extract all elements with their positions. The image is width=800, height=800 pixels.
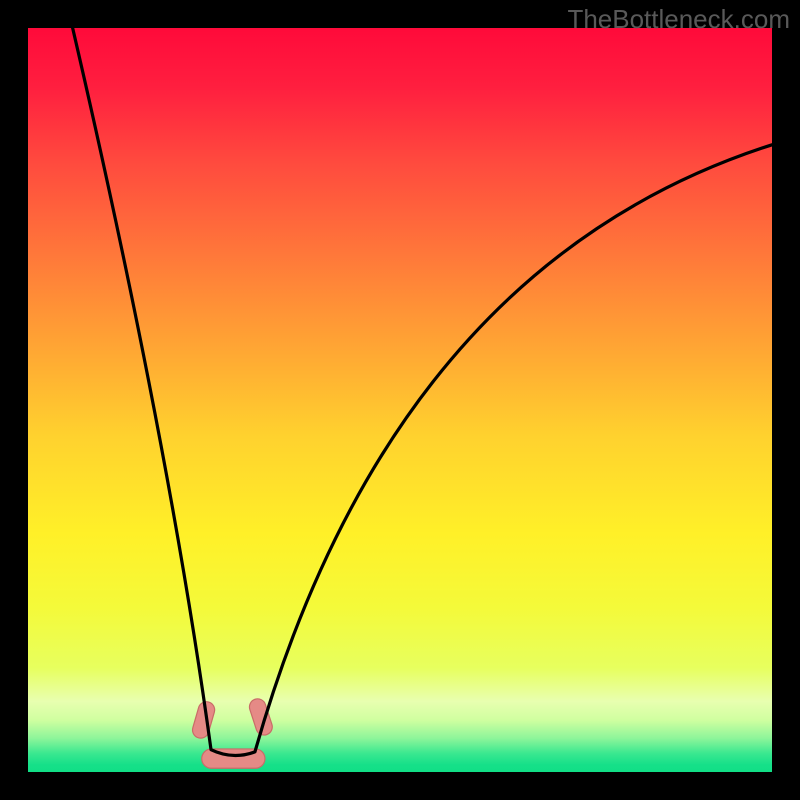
curve-layer xyxy=(28,28,772,772)
chart-stage: TheBottleneck.com xyxy=(0,0,800,800)
bottleneck-curve xyxy=(73,28,772,756)
plot-area xyxy=(28,28,772,772)
watermark-text: TheBottleneck.com xyxy=(567,4,790,35)
